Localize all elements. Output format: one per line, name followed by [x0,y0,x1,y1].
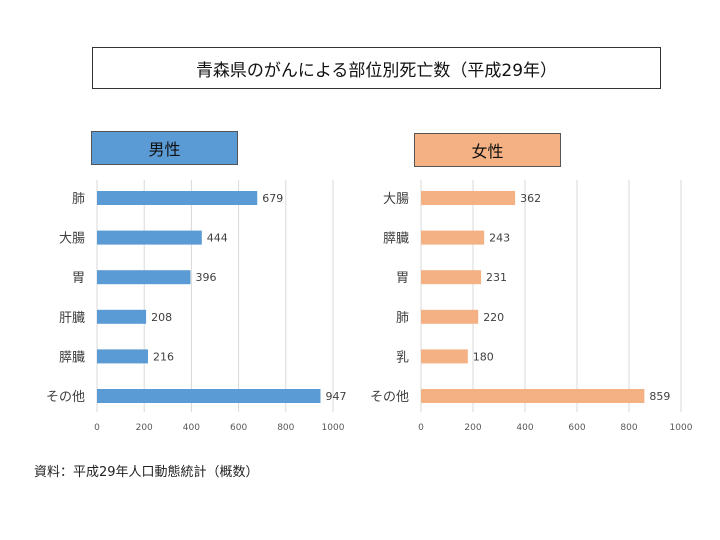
female-category-label: 胃 [396,271,409,286]
male-panel-label: 男性 [91,131,238,165]
male-data-label: 947 [325,390,346,403]
male-bar [97,349,148,364]
female-category-label: 膵臓 [383,232,409,247]
male-bar [97,270,191,285]
female-data-label: 362 [520,192,541,205]
female-bar [421,349,468,364]
male-tick-label: 1000 [322,423,345,433]
female-category-label: 大腸 [383,192,409,207]
female-category-label: 乳 [396,350,409,365]
female-bar [421,389,645,403]
male-data-label: 679 [262,192,283,205]
male-bar [97,389,321,403]
female-data-label: 243 [489,232,510,245]
male-bar [97,309,147,324]
female-tick-label: 400 [516,423,533,433]
male-tick-label: 0 [94,423,100,433]
female-data-label: 231 [486,271,507,284]
male-category-label: 肝臓 [59,311,85,326]
female-data-label: 220 [483,311,504,324]
female-tick-label: 0 [418,423,424,433]
female-data-label: 859 [649,390,670,403]
male-tick-label: 400 [183,423,200,433]
male-data-label: 216 [153,350,174,363]
female-data-label: 180 [473,350,494,363]
female-bar [421,309,479,324]
female-bar [421,270,482,285]
male-category-label: 膵臓 [59,350,85,365]
male-tick-label: 800 [277,423,294,433]
female-tick-label: 600 [568,423,585,433]
male-data-label: 396 [195,271,216,284]
female-category-label: 肺 [396,311,409,326]
male-category-label: 胃 [72,271,85,286]
male-category-label: 大腸 [59,232,85,247]
male-data-label: 444 [207,232,228,245]
female-bar [421,230,485,245]
source-note: 資料：平成29年人口動態統計（概数） [34,465,259,480]
female-tick-label: 200 [464,423,481,433]
female-tick-label: 800 [620,423,637,433]
female-bar [421,191,516,205]
male-category-label: その他 [46,390,85,405]
female-panel-label: 女性 [414,133,561,167]
male-category-label: 肺 [72,192,85,207]
female-category-label: その他 [370,390,409,405]
male-data-label: 208 [151,311,172,324]
male-tick-label: 600 [230,423,247,433]
male-tick-label: 200 [136,423,153,433]
chart-title: 青森県のがんによる部位別死亡数（平成29年） [92,47,661,89]
male-bar [97,191,258,205]
male-bar [97,230,202,245]
female-tick-label: 1000 [670,423,693,433]
